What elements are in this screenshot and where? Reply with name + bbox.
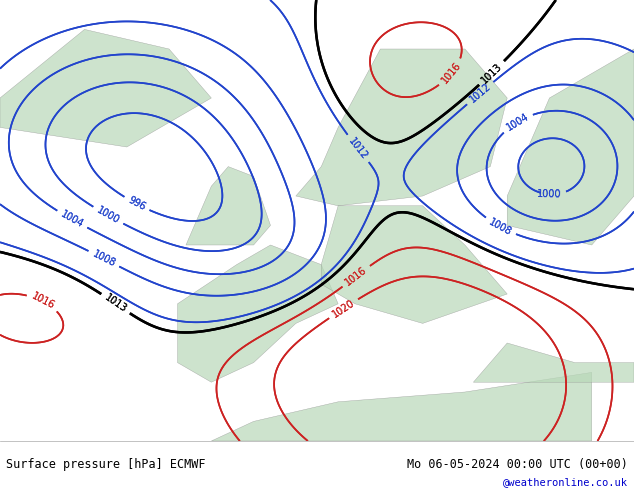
Text: 1012: 1012 bbox=[347, 136, 370, 161]
Text: 1016: 1016 bbox=[344, 265, 369, 288]
Text: 1004: 1004 bbox=[504, 111, 531, 133]
Text: 1016: 1016 bbox=[30, 292, 56, 312]
Text: 1000: 1000 bbox=[537, 189, 562, 199]
Text: @weatheronline.co.uk: @weatheronline.co.uk bbox=[503, 478, 628, 488]
Text: 1013: 1013 bbox=[103, 293, 129, 315]
Text: 1016: 1016 bbox=[344, 265, 369, 288]
Text: Mo 06-05-2024 00:00 UTC (00+00): Mo 06-05-2024 00:00 UTC (00+00) bbox=[407, 458, 628, 471]
Text: 1016: 1016 bbox=[30, 292, 56, 312]
Text: 1008: 1008 bbox=[488, 217, 514, 237]
Text: 1008: 1008 bbox=[488, 217, 514, 237]
Text: 1016: 1016 bbox=[440, 60, 463, 86]
Text: 1020: 1020 bbox=[330, 297, 356, 319]
Text: 996: 996 bbox=[126, 195, 147, 213]
Text: 1004: 1004 bbox=[504, 111, 531, 133]
Text: 1008: 1008 bbox=[91, 249, 117, 269]
Text: 1008: 1008 bbox=[91, 249, 117, 269]
Text: 1013: 1013 bbox=[479, 61, 504, 85]
Text: 1004: 1004 bbox=[59, 209, 85, 230]
Text: Surface pressure [hPa] ECMWF: Surface pressure [hPa] ECMWF bbox=[6, 458, 206, 471]
Text: 1012: 1012 bbox=[347, 136, 370, 161]
Text: 1004: 1004 bbox=[59, 209, 85, 230]
Text: 1013: 1013 bbox=[103, 293, 129, 315]
Text: 1013: 1013 bbox=[479, 61, 504, 85]
Text: 1016: 1016 bbox=[440, 60, 463, 86]
Text: 996: 996 bbox=[126, 195, 147, 213]
Text: 1000: 1000 bbox=[95, 205, 121, 226]
Text: 1020: 1020 bbox=[330, 297, 356, 319]
Text: 1000: 1000 bbox=[95, 205, 121, 226]
Text: 1000: 1000 bbox=[537, 189, 562, 199]
Text: 1012: 1012 bbox=[467, 81, 493, 105]
Text: 1012: 1012 bbox=[467, 81, 493, 105]
